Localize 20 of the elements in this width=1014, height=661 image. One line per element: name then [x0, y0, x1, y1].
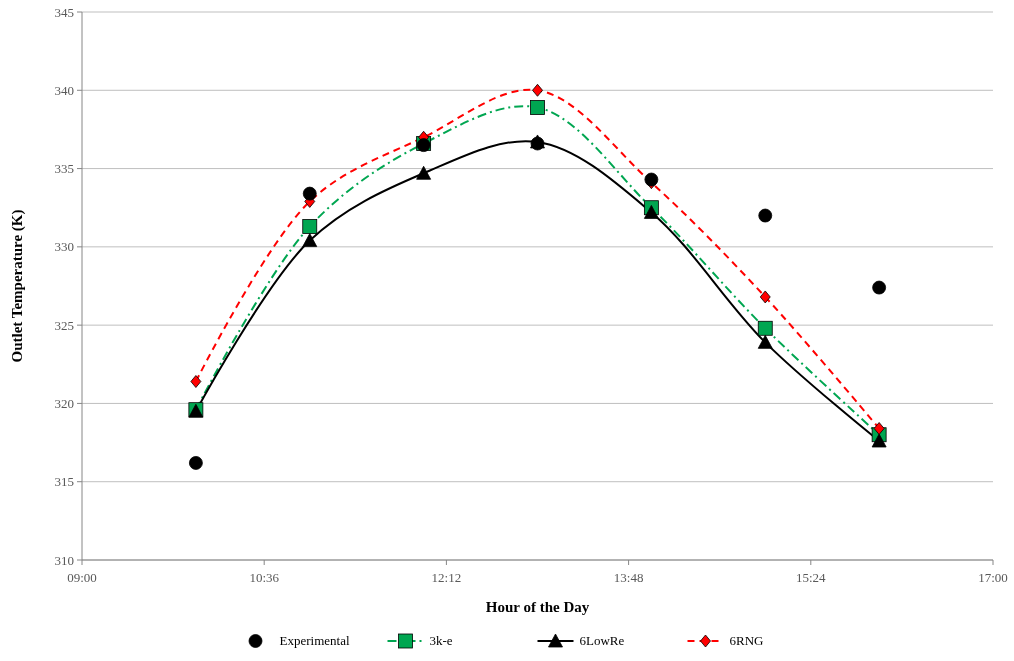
legend-label: 6LowRe [579, 633, 625, 648]
legend-label: 3k-e [429, 633, 453, 648]
x-tick-label: 09:00 [67, 570, 97, 585]
x-tick-label: 13:48 [613, 570, 644, 585]
x-tick-label: 17:00 [978, 570, 1008, 585]
y-tick-label: 325 [54, 317, 74, 333]
x-tick-label: 10:36 [249, 570, 280, 585]
legend-label: 6RNG [729, 633, 764, 648]
y-tick-label: 330 [54, 239, 74, 255]
y-tick-label: 310 [54, 552, 74, 568]
x-tick-label: 12:12 [431, 570, 462, 585]
y-axis-title: Outlet Temperature (K) [9, 209, 26, 363]
y-tick-label: 340 [54, 82, 74, 98]
y-tick-label: 335 [54, 161, 74, 177]
y-tick-label: 345 [54, 4, 74, 20]
y-tick-label: 320 [54, 395, 74, 411]
y-tick-label: 315 [54, 474, 74, 490]
x-tick-label: 15:24 [795, 570, 827, 585]
x-axis-title: Hour of the Day [485, 599, 590, 615]
legend-label: Experimental [279, 633, 350, 648]
